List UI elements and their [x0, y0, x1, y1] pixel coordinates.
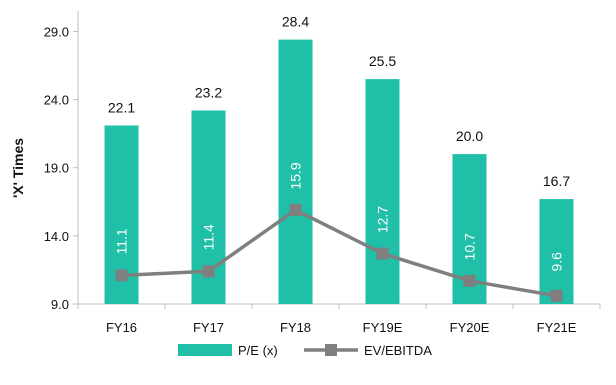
line-value-label: 9.6	[549, 252, 565, 272]
y-tick-label: 24.0	[44, 93, 69, 108]
x-tick-label: FY18	[280, 320, 311, 335]
bar-series: 22.1 23.2 28.4 25.5 20.0 16.7	[104, 14, 574, 305]
x-tick-label: FY17	[193, 320, 224, 335]
line-value-label: 11.1	[114, 228, 130, 254]
legend-marker-sample	[325, 344, 337, 356]
legend-label-bars: P/E (x)	[238, 343, 278, 358]
legend-label-line: EV/EBITDA	[364, 343, 432, 358]
legend: P/E (x) EV/EBITDA	[178, 343, 432, 358]
bar-value-label: 16.7	[543, 173, 570, 189]
bar	[365, 79, 400, 305]
line-marker	[115, 269, 128, 282]
y-axis-label: 'X' Times	[10, 138, 26, 198]
line-value-label: 15.9	[288, 162, 304, 189]
line-series: 11.1 11.4 15.9 12.7 10.7 9.6	[114, 162, 565, 302]
line-value-label: 11.4	[201, 224, 217, 250]
line-marker	[550, 289, 563, 302]
y-tick-label: 14.0	[44, 229, 69, 244]
line-marker	[202, 265, 215, 278]
bar	[539, 199, 574, 304]
line-marker	[463, 274, 476, 287]
y-tick-label: 9.0	[51, 297, 69, 312]
x-tick-label: FY19E	[363, 320, 403, 335]
bar-value-label: 20.0	[456, 128, 483, 144]
y-tick-label: 29.0	[44, 24, 69, 39]
line-path	[121, 208, 557, 298]
axes: 9.0 14.0 19.0 24.0 29.0 FY16 FY17 FY18 FY19E FY20…	[44, 11, 601, 335]
bar	[278, 39, 313, 305]
line-marker	[289, 203, 302, 216]
x-tick-label: FY20E	[450, 320, 490, 335]
line-value-label: 10.7	[462, 233, 478, 260]
line-value-label: 12.7	[375, 206, 391, 233]
legend-swatch-bars	[178, 344, 232, 356]
y-tick-label: 19.0	[44, 161, 69, 176]
bar-value-label: 23.2	[195, 84, 222, 100]
bar-value-label: 22.1	[108, 99, 135, 115]
line-marker	[376, 247, 389, 260]
bar-value-label: 25.5	[369, 53, 396, 69]
x-tick-label: FY16	[106, 320, 137, 335]
x-tick-label: FY21E	[537, 320, 577, 335]
bar-value-label: 28.4	[282, 14, 309, 30]
